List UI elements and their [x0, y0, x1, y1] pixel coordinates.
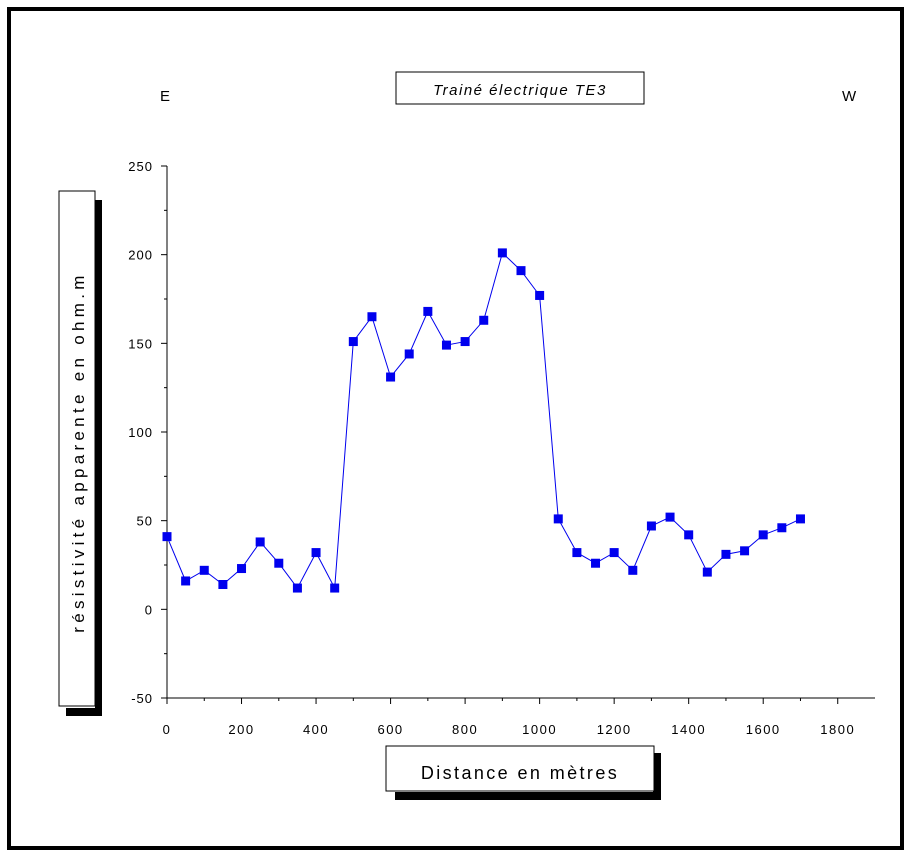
data-point: [684, 530, 694, 540]
data-point: [367, 312, 377, 322]
y-tick-label: 100: [128, 425, 153, 440]
data-point: [497, 248, 507, 258]
data-point: [255, 537, 265, 547]
right-direction-label: W: [842, 88, 857, 105]
left-direction-label: E: [160, 88, 170, 105]
data-point: [628, 565, 638, 575]
data-point: [665, 512, 675, 522]
data-point: [199, 565, 209, 575]
x-tick-label: 1400: [671, 722, 706, 737]
data-point: [386, 372, 396, 382]
page-border: [7, 7, 904, 850]
y-ticks: -50 0 50 100 150 200 250: [128, 159, 167, 706]
xlabel-box: Distance en mètres: [385, 745, 661, 800]
y-tick-label: 150: [128, 336, 153, 351]
chart-title: Trainé électrique TE3: [433, 82, 607, 99]
ylabel-box: résistivité apparente en ohm.m: [58, 190, 102, 716]
data-point: [218, 580, 228, 590]
data-point: [591, 558, 601, 568]
x-tick-label: 1200: [597, 722, 632, 737]
x-tick-label: 600: [377, 722, 403, 737]
data-point: [479, 315, 489, 325]
data-point: [292, 583, 302, 593]
y-tick-label: 50: [137, 514, 153, 529]
data-point: [721, 549, 731, 559]
data-point: [795, 514, 805, 524]
data-point: [758, 530, 768, 540]
data-point: [740, 546, 750, 556]
x-tick-label: 400: [303, 722, 329, 737]
data-point: [702, 567, 712, 577]
data-point: [330, 583, 340, 593]
data-point: [609, 548, 619, 558]
y-tick-label: 250: [128, 159, 153, 174]
data-point: [162, 532, 172, 542]
data-point: [311, 548, 321, 558]
series-resistivity: [162, 248, 805, 593]
data-point: [535, 290, 545, 300]
x-tick-label: 1600: [746, 722, 781, 737]
x-tick-label: 200: [228, 722, 254, 737]
x-tick-label: 0: [163, 722, 172, 737]
data-point: [348, 337, 358, 347]
data-point: [404, 349, 414, 359]
data-point: [441, 340, 451, 350]
data-point: [237, 564, 247, 574]
data-point: [423, 306, 433, 316]
x-tick-label: 800: [452, 722, 478, 737]
title-box: Trainé électrique TE3: [395, 71, 645, 105]
x-axis-label: Distance en mètres: [421, 763, 619, 783]
data-point: [777, 523, 787, 533]
data-point: [181, 576, 191, 586]
data-point: [274, 558, 284, 568]
x-tick-label: 1800: [820, 722, 855, 737]
y-tick-label: 0: [145, 602, 153, 617]
x-tick-label: 1000: [522, 722, 557, 737]
data-point: [460, 337, 470, 347]
x-ticks: 0 200 400 600 800 1000 1200 1400 1600 1800: [163, 698, 855, 737]
data-point: [646, 521, 656, 531]
data-point: [572, 548, 582, 558]
y-tick-label: 200: [128, 248, 153, 263]
y-tick-label: -50: [131, 691, 153, 706]
y-axis-label: résistivité apparente en ohm.m: [69, 271, 88, 632]
data-point: [516, 266, 526, 276]
data-point: [553, 514, 563, 524]
